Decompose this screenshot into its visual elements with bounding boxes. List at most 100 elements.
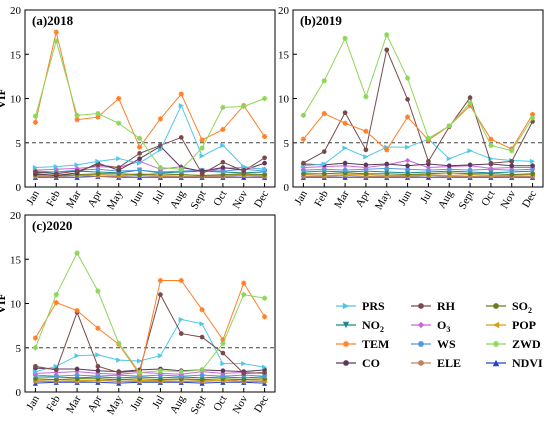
data-point-zwd: [342, 35, 348, 41]
data-point-co: [509, 163, 515, 169]
data-point-rh: [158, 292, 163, 297]
data-point-prs: [342, 145, 348, 151]
x-tick-label: Aug: [168, 188, 188, 211]
series-line-ndvi: [35, 381, 265, 384]
data-point-rh: [178, 135, 184, 140]
data-point-co: [530, 163, 535, 169]
data-point-zwd: [404, 75, 411, 81]
data-point-prs: [95, 158, 101, 164]
series-line-so2: [303, 172, 533, 176]
data-point-tem: [384, 147, 390, 153]
data-point-so2: [53, 377, 59, 382]
data-point-rh: [363, 147, 369, 153]
data-point-zwd: [116, 120, 122, 126]
data-point-rh: [95, 363, 101, 369]
data-point-rh: [116, 370, 122, 375]
series-line-rh: [303, 48, 534, 164]
legend-label: NDVI: [512, 356, 543, 370]
legend: PRS RH SO2 NO2 O3 POP TEM WS ZWD CO ELE NDVI: [336, 299, 543, 370]
data-point-zwd: [32, 113, 39, 119]
data-point-zwd: [241, 103, 247, 110]
data-point-ws: [467, 167, 473, 173]
legend-item-o3: O3: [411, 318, 450, 334]
data-point-prs: [136, 160, 143, 166]
data-point-ws: [300, 167, 307, 173]
y-tick-label: 5: [16, 138, 22, 150]
y-tick-label: 15: [278, 49, 290, 61]
data-point-prs: [261, 364, 268, 370]
series-line-pop: [35, 379, 265, 381]
data-point-rh: [178, 331, 184, 336]
data-point-o3: [404, 157, 411, 164]
x-tick-label: Jul: [150, 394, 167, 411]
data-point-tem: [261, 133, 268, 140]
series-line-no2: [303, 170, 533, 174]
series-prs: [32, 102, 268, 172]
legend-label: PRS: [362, 299, 385, 313]
data-point-rh: [33, 363, 38, 369]
series-line-ws: [35, 374, 265, 377]
data-point-zwd: [136, 135, 143, 141]
data-point-rh: [342, 110, 348, 116]
data-point-so2: [363, 171, 369, 177]
data-point-tem: [53, 29, 59, 35]
legend-label: RH: [437, 299, 456, 313]
data-point-o3: [220, 370, 226, 377]
y-tick-label: 15: [10, 254, 22, 266]
x-tick-label: Dec: [520, 188, 539, 209]
legend-marker-no2: [342, 321, 350, 329]
data-point-prs: [32, 164, 39, 171]
data-point-tem: [95, 325, 101, 331]
data-point-ws: [95, 167, 101, 172]
data-point-zwd: [53, 38, 59, 44]
data-point-tem: [261, 314, 268, 320]
x-tick-label: Feb: [44, 393, 63, 414]
data-point-zwd: [509, 148, 515, 154]
data-point-rh: [199, 334, 205, 340]
series-line-zwd: [302, 33, 534, 152]
legend-label: TEM: [362, 337, 389, 351]
data-point-rh: [509, 158, 515, 164]
data-point-prs: [157, 353, 164, 359]
legend-label: NO2: [362, 318, 384, 334]
data-point-rh: [220, 159, 226, 165]
x-tick-label: Aug: [436, 188, 456, 211]
plot-frame: [292, 9, 544, 188]
data-point-prs: [136, 358, 143, 364]
x-tick-label: Jan: [24, 393, 42, 412]
data-point-zwd: [74, 250, 80, 256]
data-point-tem: [74, 117, 80, 123]
data-point-zwd: [32, 345, 39, 351]
y-tick-label: 20: [10, 5, 22, 17]
x-tick-label: Jan: [292, 188, 310, 207]
x-tick-label: Mar: [64, 188, 84, 210]
data-point-rh: [53, 171, 59, 177]
legend-marker-pop: [492, 321, 500, 329]
x-tick-label: May: [105, 188, 126, 212]
data-point-zwd: [488, 142, 494, 149]
data-point-prs: [178, 102, 184, 109]
x-tick-label: Feb: [312, 188, 331, 209]
series-zwd: [32, 38, 268, 172]
x-tick-label: Sept: [189, 394, 209, 417]
legend-label: CO: [362, 356, 380, 370]
data-point-rh: [301, 160, 306, 166]
data-point-o3: [95, 370, 101, 377]
data-point-zwd: [241, 292, 247, 298]
data-point-prs: [241, 361, 247, 367]
x-tick-label: Oct: [479, 189, 497, 209]
data-point-rh: [262, 370, 267, 375]
chart-panel-b-2019: 0 5 10 15 20 Jan Feb Mar Apr May Jun Jul Aug Sept Oct N…: [278, 5, 544, 212]
y-tick-label: 5: [16, 343, 22, 355]
x-tick-label: Nov: [498, 188, 518, 211]
panel-title: (a)2018: [32, 13, 74, 28]
data-point-prs: [529, 158, 536, 164]
x-tick-label: Mar: [332, 188, 352, 210]
data-point-ws: [342, 167, 348, 173]
data-point-rh: [53, 367, 59, 373]
data-point-prs: [178, 316, 184, 323]
data-point-ws: [404, 167, 411, 172]
x-tick-label: Mar: [64, 393, 84, 415]
legend-label: SO2: [512, 299, 532, 315]
